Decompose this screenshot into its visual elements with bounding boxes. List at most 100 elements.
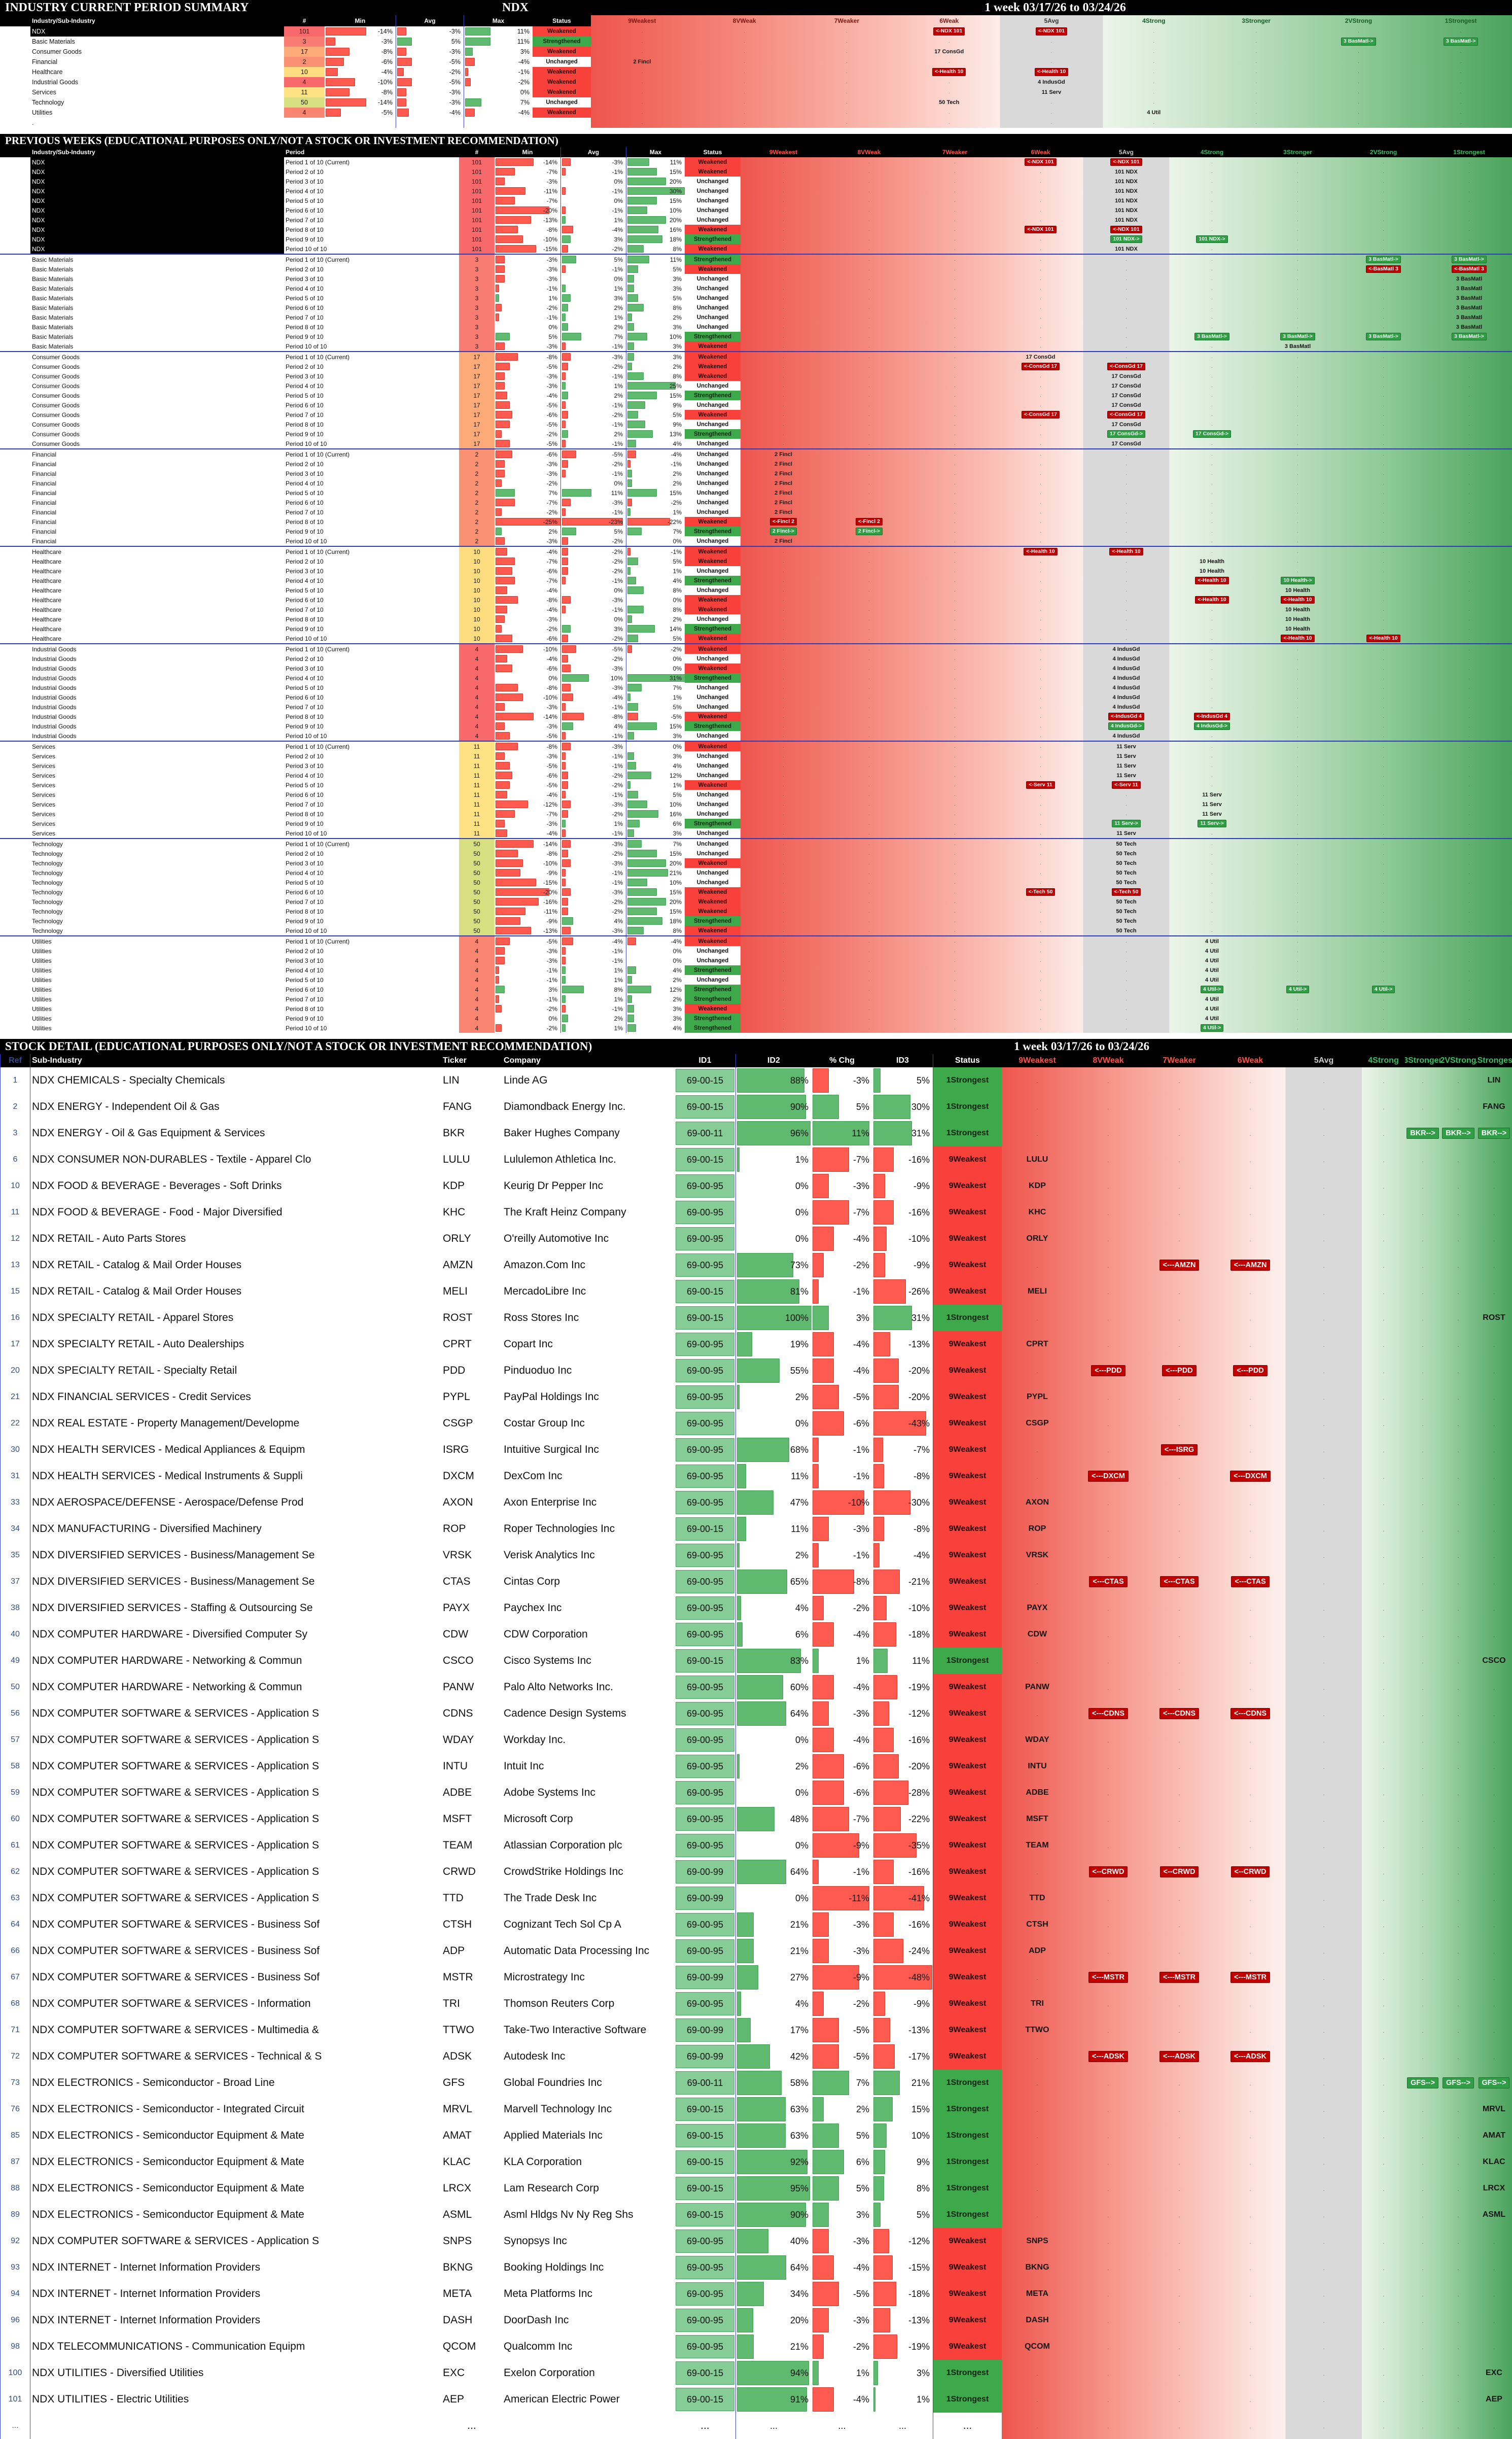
heat-cell-7weaker[interactable]: . [912,556,998,566]
industry-cell[interactable]: Services [32,89,56,96]
industry-cell[interactable]: Basic Materials [32,285,74,292]
heat-cell-3stronger[interactable]: . [1405,1437,1440,1463]
status-cell[interactable]: 9Weakest [933,1437,1002,1463]
count-cell[interactable]: 17 [459,391,495,400]
heat-cell-6weak[interactable]: . [1215,1146,1286,1173]
heat-cell-1strongest[interactable]: . [1476,1832,1512,1859]
heat-cell-1strongest[interactable]: . [1476,1753,1512,1780]
max-cell[interactable]: 5% [626,264,685,274]
industry-cell[interactable]: Industrial Goods [32,645,77,653]
status-cell[interactable]: Unchanged [685,878,741,887]
heat-cell-7weaker[interactable]: . [912,449,998,459]
heat-cell-7weaker[interactable]: . [912,683,998,692]
id2-cell[interactable]: 58% [735,2070,812,2096]
heat-cell-6weak[interactable]: . [898,87,1000,97]
heat-cell-4strong[interactable]: . [1169,303,1255,312]
period-row[interactable]: Consumer Goods Period 5 of 10 17 -4% 2% 15% St… [0,391,1512,400]
heat-cell-4strong[interactable]: 4 Util [1103,108,1205,118]
id3-cell[interactable]: 10% [872,2122,933,2149]
max-cell[interactable]: 5% [626,790,685,799]
heat-cell-4strong[interactable]: . [1169,507,1255,517]
count-cell[interactable] [284,118,325,128]
count-cell[interactable]: 101 [459,157,495,167]
min-cell[interactable]: -8% [325,87,396,97]
heat-cell-3stronger[interactable]: . [1255,1014,1341,1023]
heat-cell-6weak[interactable]: . [998,712,1083,721]
heat-cell-7weaker[interactable]: . [912,887,998,897]
heat-cell-1strongest[interactable]: . [1476,1252,1512,1278]
heat-cell-2vstrong[interactable]: . [1440,1938,1476,1964]
industry-cell[interactable]: Healthcare [32,596,62,604]
industry-cell[interactable]: Basic Materials [32,342,74,350]
period-cell[interactable]: Period 8 of 10 [286,713,324,720]
sub-industry-cell[interactable]: NDX RETAIL - Catalog & Mail Order Houses [32,1285,242,1297]
count-cell[interactable]: 10 [459,585,495,595]
sub-industry-cell[interactable]: NDX REAL ESTATE - Property Management/De… [32,1417,300,1429]
heat-cell-8vweak[interactable]: . [826,673,912,683]
id2-cell[interactable]: 6% [735,1621,812,1648]
avg-cell[interactable]: 0% [560,177,626,186]
heat-cell-6weak[interactable]: 50 Tech [898,97,1000,108]
heat-cell-5avg[interactable]: . [1286,1331,1362,1357]
period-row[interactable]: Basic Materials Period 8 of 10 3 0% 2% 3% Unch… [0,322,1512,332]
heat-cell-7weaker[interactable]: . [912,566,998,576]
sub-industry-cell[interactable]: NDX SPECIALTY RETAIL - Auto Dealerships [32,1338,244,1350]
heat-cell-9weakest[interactable]: . [1002,1859,1073,1885]
heat-cell-9weakest[interactable]: CDW [1002,1621,1073,1648]
heat-cell-4strong[interactable]: . [1169,605,1255,614]
sub-industry-cell[interactable]: NDX COMPUTER SOFTWARE & SERVICES - Appli… [32,1787,319,1798]
status-cell[interactable]: Unchanged [685,177,741,186]
max-cell[interactable]: 8% [626,585,685,595]
heat-cell-1strongest[interactable]: . [1476,1331,1512,1357]
max-cell[interactable]: 3% [626,751,685,761]
heat-cell-1strongest[interactable]: . [1426,215,1512,225]
period-cell[interactable]: Period 6 of 10 [286,206,324,214]
min-cell[interactable]: -5% [495,420,560,429]
ref-cell[interactable]: 56 [0,1700,30,1727]
heat-cell-8vweak[interactable]: . [826,751,912,761]
heat-cell-3stronger[interactable]: . [1405,1463,1440,1489]
heat-cell-1strongest[interactable]: . [1476,1463,1512,1489]
heat-cell-8vweak[interactable]: <--CRWD [1073,1859,1144,1885]
ticker-cell[interactable]: ROP [443,1523,466,1535]
heat-cell-2vstrong[interactable]: . [1341,420,1426,429]
ref-cell[interactable]: 61 [0,1832,30,1859]
heat-cell-9weakest[interactable]: 2 Fincl [741,498,826,507]
heat-cell-9weakest[interactable]: WDAY [1002,1727,1073,1753]
max-cell[interactable]: 15% [626,887,685,897]
count-cell[interactable]: 101 [459,167,495,177]
heat-cell-6weak[interactable]: . [998,264,1083,274]
heat-cell-2vstrong[interactable]: . [1440,2122,1476,2149]
count-cell[interactable]: 11 [459,790,495,799]
heat-cell-7weaker[interactable]: . [912,731,998,741]
heat-cell-8vweak[interactable]: . [826,585,912,595]
ref-cell[interactable]: 68 [0,1991,30,2017]
period-cell[interactable]: Period 2 of 10 [286,460,324,468]
stock-row[interactable]: 6 NDX CONSUMER NON-DURABLES - Textile - A… [0,1146,1512,1173]
heat-cell-6weak[interactable]: . [998,507,1083,517]
company-cell[interactable]: Take-Two Interactive Software [504,2024,647,2036]
heat-cell-5avg[interactable]: 4 IndusGd [1083,692,1169,702]
status-cell[interactable]: Weakened [533,67,591,77]
id3-cell[interactable]: 9% [872,2149,933,2175]
avg-cell[interactable]: 3% [560,624,626,634]
heat-cell-8vweak[interactable]: . [1073,2070,1144,2096]
max-cell[interactable]: 18% [626,234,685,244]
heat-cell-4strong[interactable]: . [1362,1753,1405,1780]
heat-cell-1strongest[interactable]: . [1426,498,1512,507]
period-cell[interactable]: Period 1 of 10 (Current) [286,743,350,750]
min-cell[interactable]: -4% [495,585,560,595]
min-cell[interactable]: -1% [495,975,560,985]
heat-cell-8vweak[interactable]: . [826,936,912,946]
id1-cell[interactable]: 69-00-15 [675,1648,735,1674]
min-cell[interactable]: -6% [495,664,560,673]
avg-cell[interactable]: 11% [560,488,626,498]
heat-cell-3stronger[interactable]: . [1405,1859,1440,1885]
heat-cell-5avg[interactable]: 11 Serv [1083,828,1169,838]
pct-chg-cell[interactable]: 7% [812,2070,872,2096]
period-row[interactable]: Technology Period 6 of 10 50 -20% -3% 15% Weak… [0,887,1512,897]
count-cell[interactable]: 10 [459,556,495,566]
period-cell[interactable]: Period 9 of 10 [286,1015,324,1022]
col-header-avg[interactable]: Avg [396,15,464,26]
heat-cell-9weakest[interactable]: TTWO [1002,2017,1073,2043]
